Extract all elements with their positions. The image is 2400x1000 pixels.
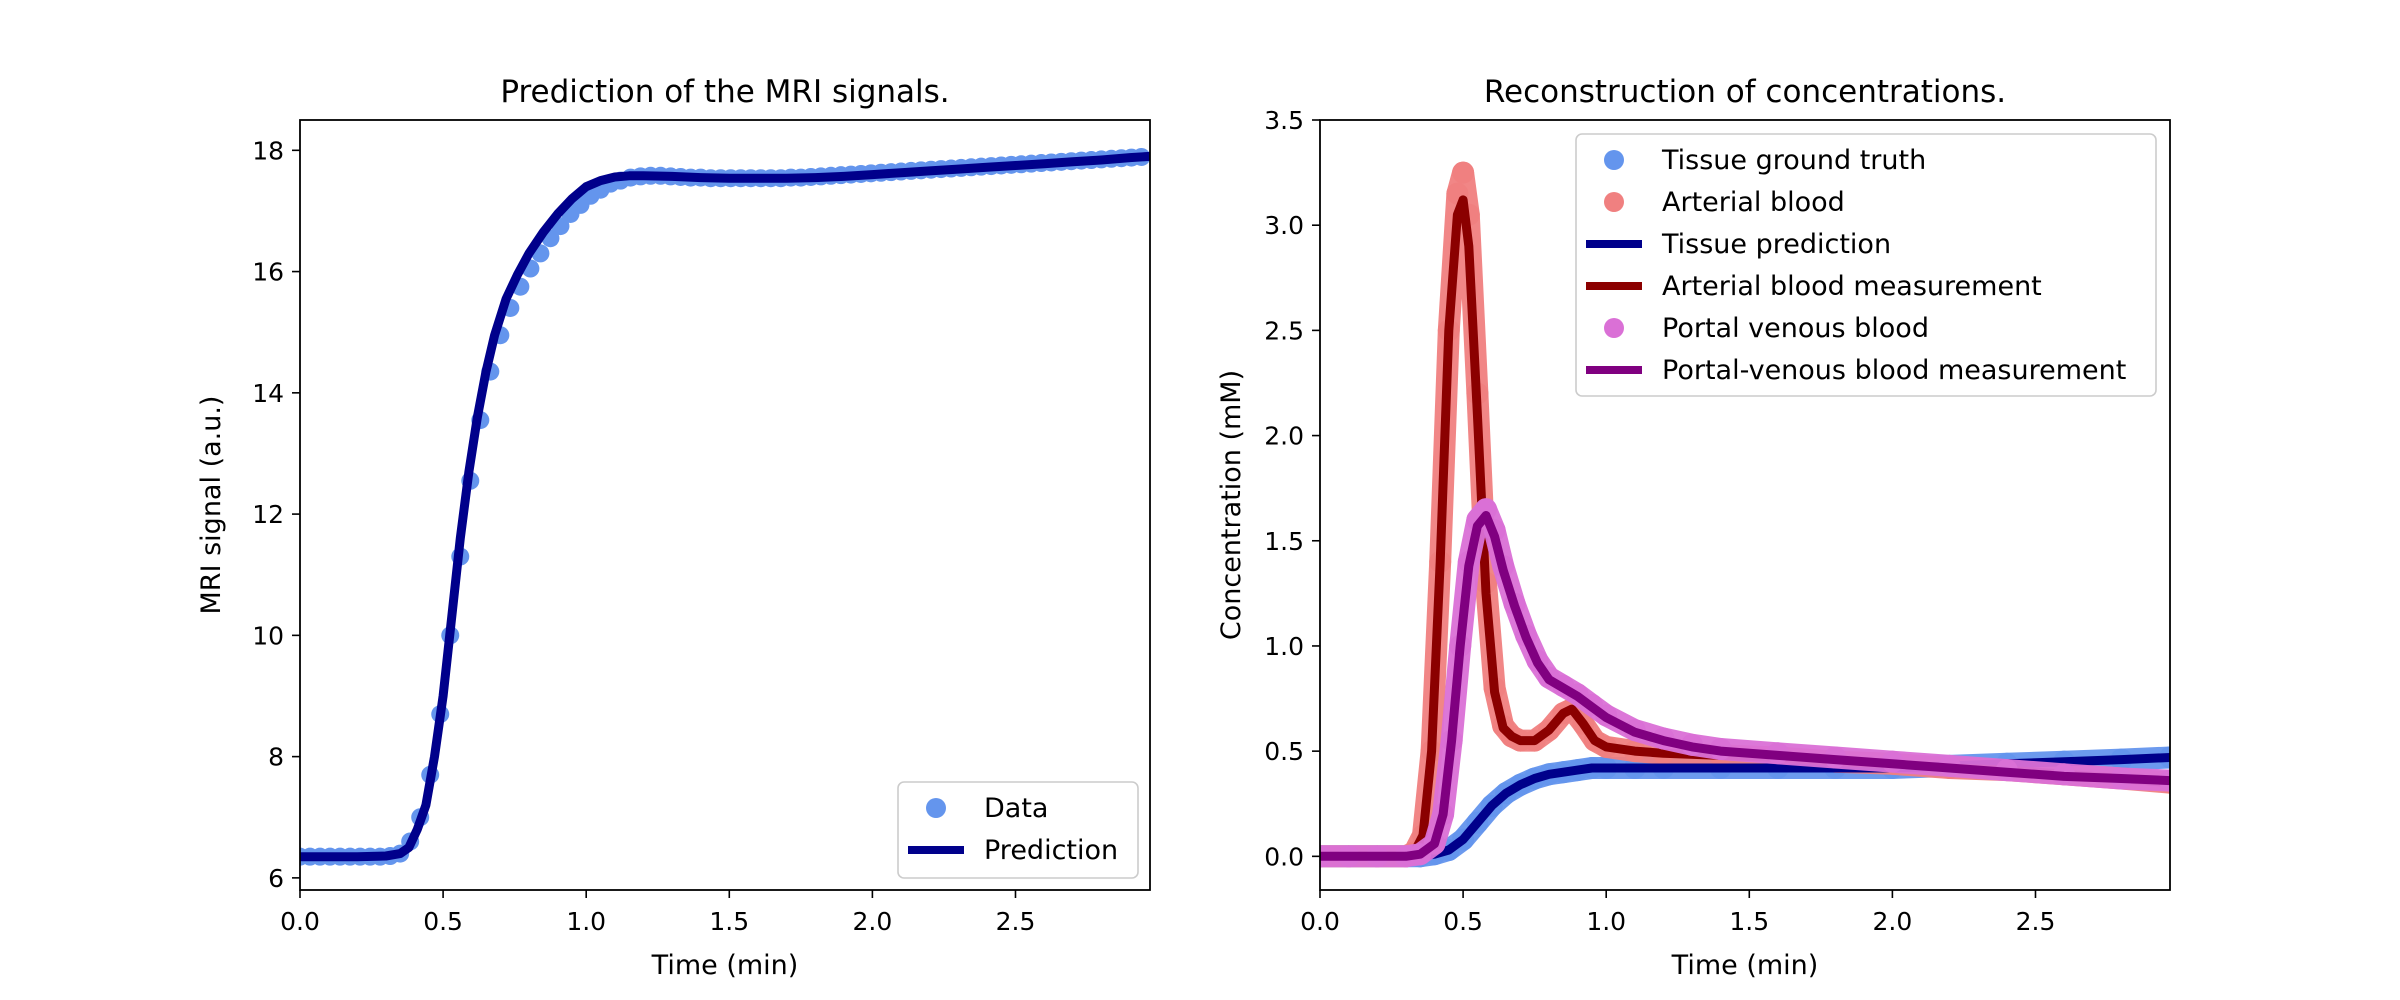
y-tick-label: 1.0 <box>1264 632 1304 661</box>
x-tick-label: 0.0 <box>1300 907 1340 936</box>
prediction-line <box>300 151 1150 862</box>
y-tick-label: 2.5 <box>1264 316 1304 345</box>
x-axis-label: Time (min) <box>1671 950 1819 981</box>
y-tick-label: 14 <box>252 379 284 408</box>
legend-label: Portal-venous blood measurement <box>1662 355 2126 386</box>
plot-area <box>1320 161 2170 868</box>
arterial-blood-point <box>1452 161 1475 184</box>
arterial-blood-legend-key <box>1604 192 1624 212</box>
x-tick-label: 0.5 <box>423 907 463 936</box>
legend: Tissue ground truth Arterial blood Tissue … <box>1575 133 2157 397</box>
y-tick-label: 16 <box>252 258 284 287</box>
x-tick-label: 0.5 <box>1443 907 1483 936</box>
plot-area <box>300 147 1150 866</box>
concentration-chart: Reconstruction of concentrations. 0.0 0.5 1… <box>1216 74 2171 981</box>
y-axis-label: MRI signal (a.u.) <box>196 396 227 615</box>
tissue-ground-truth-legend-marker <box>1604 150 1624 170</box>
legend: Data Prediction <box>897 781 1139 879</box>
arterial-blood-legend-marker <box>1604 192 1624 212</box>
y-tick-label: 18 <box>252 136 284 165</box>
legend-label: Arterial blood measurement <box>1662 271 2042 302</box>
legend-label: Prediction <box>984 835 1118 866</box>
portal-venous-blood-point <box>1474 498 1497 521</box>
y-axis-label: Concentration (mM) <box>1216 370 1247 640</box>
y-tick-label: 2.0 <box>1264 422 1304 451</box>
x-tick-label: 0.0 <box>280 907 320 936</box>
x-tick-label: 2.5 <box>2016 907 2056 936</box>
legend-label: Arterial blood <box>1662 187 1845 218</box>
chart-title: Reconstruction of concentrations. <box>1484 74 2006 110</box>
y-tick-label: 3.0 <box>1264 211 1304 240</box>
portal-venous-blood-measurement-line <box>1320 511 2170 861</box>
legend-label: Tissue prediction <box>1661 229 1891 260</box>
x-tick-label: 1.5 <box>709 907 749 936</box>
y-tick-label: 10 <box>252 621 284 650</box>
y-tick-label: 0.0 <box>1264 842 1304 871</box>
mri-signal-chart: Prediction of the MRI signals. 0.0 0.5 1.0 1… <box>196 74 1151 981</box>
legend-box <box>1575 133 2157 397</box>
legend-label: Data <box>984 793 1048 824</box>
axes-frame <box>1319 119 2171 891</box>
portal-venous-blood-legend-marker <box>1604 318 1624 338</box>
chart-title: Prediction of the MRI signals. <box>500 74 949 110</box>
y-tick-label: 6 <box>268 864 284 893</box>
y-tick-label: 0.5 <box>1264 737 1304 766</box>
legend-label: Tissue ground truth <box>1661 145 1926 176</box>
x-tick-label: 2.5 <box>996 907 1036 936</box>
data-legend-key <box>926 798 946 818</box>
x-tick-label: 2.0 <box>853 907 893 936</box>
y-tick-label: 8 <box>268 743 284 772</box>
tissue-ground-truth-legend-key <box>1604 150 1624 170</box>
y-tick-label: 12 <box>252 500 284 529</box>
y-tick-label: 1.5 <box>1264 527 1304 556</box>
data-legend-marker <box>926 798 946 818</box>
x-tick-label: 1.5 <box>1729 907 1769 936</box>
axes-frame <box>299 119 1151 891</box>
portal-venous-blood-legend-key <box>1604 318 1624 338</box>
legend-label: Portal venous blood <box>1662 313 1929 344</box>
y-tick-label: 3.5 <box>1264 106 1304 135</box>
x-axis-label: Time (min) <box>651 950 799 981</box>
x-tick-label: 1.0 <box>1586 907 1626 936</box>
x-tick-label: 2.0 <box>1873 907 1913 936</box>
x-tick-label: 1.0 <box>566 907 606 936</box>
